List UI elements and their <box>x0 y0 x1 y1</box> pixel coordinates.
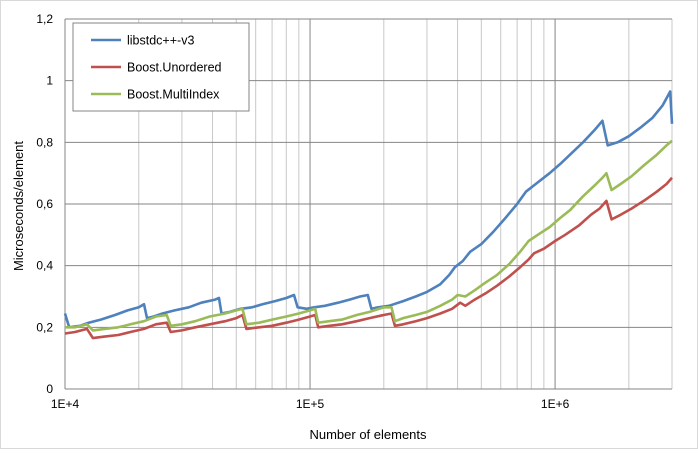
x-tick-label: 1E+4 <box>51 397 80 411</box>
x-tick-label: 1E+5 <box>296 397 325 411</box>
x-tick-label: 1E+6 <box>541 397 570 411</box>
y-tick-label: 0,2 <box>36 320 53 334</box>
y-axis-label: Microseconds/element <box>11 141 26 271</box>
series-line-boost-multiindex <box>65 139 673 332</box>
x-axis-label: Number of elements <box>309 427 427 442</box>
y-tick-label: 0 <box>46 382 53 396</box>
legend-label: Boost.MultiIndex <box>127 88 220 102</box>
legend: libstdc++-v3 Boost.Unordered Boost.MultiIn… <box>72 22 250 112</box>
y-tick-label: 0,8 <box>36 135 53 149</box>
series-lines <box>63 90 674 340</box>
y-tick-label: 0,4 <box>36 259 53 273</box>
legend-label: Boost.Unordered <box>127 61 222 75</box>
y-tick-label: 1,2 <box>36 12 53 26</box>
y-tick-label: 1 <box>46 74 53 88</box>
legend-label: libstdc++-v3 <box>127 34 194 48</box>
series-line-libstdc-v3 <box>63 90 674 329</box>
series-line-boost-unordered <box>64 176 673 340</box>
y-tick-label: 0,6 <box>36 197 53 211</box>
